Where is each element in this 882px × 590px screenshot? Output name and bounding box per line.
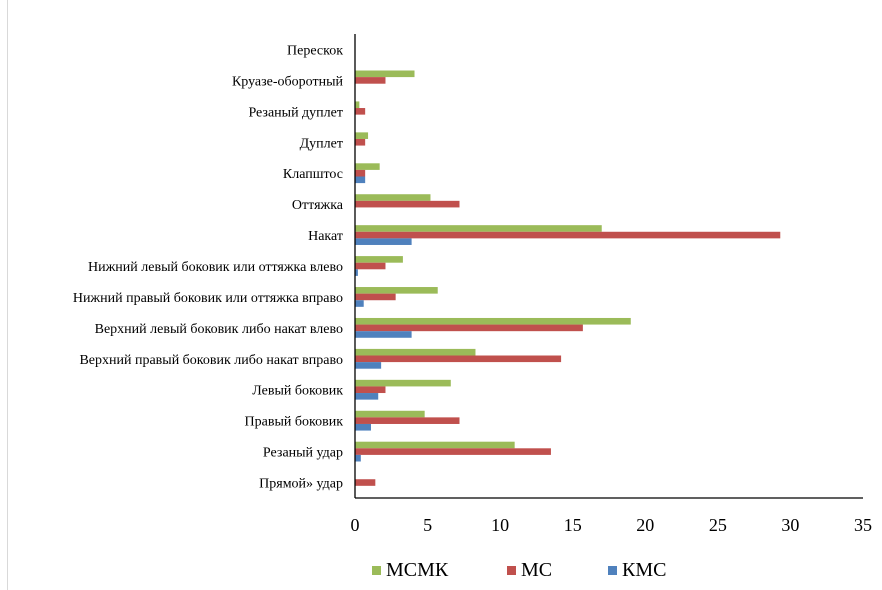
- bar-МС-7: [355, 262, 386, 270]
- x-tick-label: 10: [491, 515, 509, 535]
- category-label: Круазе-оборотный: [232, 74, 344, 89]
- bar-МС-11: [355, 138, 366, 146]
- bar-МС-0: [355, 479, 376, 486]
- category-label: Резаный удар: [263, 446, 343, 461]
- bar-МСМК-12: [355, 101, 360, 109]
- bar-МС-4: [355, 355, 562, 363]
- category-label: Правый боковик: [245, 415, 344, 430]
- category-label: Дуплет: [300, 136, 343, 151]
- bar-МСМК-6: [355, 287, 438, 294]
- legend-label: МСМК: [386, 559, 449, 581]
- bar-МС-12: [355, 108, 366, 115]
- category-label: Верхний правый боковик либо накат вправо: [79, 353, 343, 368]
- bar-МС-8: [355, 231, 781, 239]
- axis-layer: [354, 34, 863, 499]
- bar-МСМК-11: [355, 132, 369, 139]
- x-tick-labels: 0 5 10 15 20 25 30 35: [351, 515, 873, 535]
- bar-МС-13: [355, 77, 386, 84]
- bar-МС-6: [355, 293, 396, 301]
- legend-label: КМС: [622, 559, 666, 581]
- legend-swatch: [507, 566, 516, 575]
- bars-layer: [355, 70, 781, 486]
- category-label: Левый боковик: [252, 384, 343, 399]
- x-tick-label: 20: [636, 515, 654, 535]
- category-label: Верхний левый боковик либо накат влево: [95, 322, 343, 337]
- category-label: Нижний левый боковик или оттяжка влево: [88, 260, 343, 275]
- category-label: Перескок: [287, 43, 343, 58]
- bar-МС-5: [355, 324, 583, 332]
- bar-КМС-8: [355, 238, 412, 245]
- bar-МСМК-4: [355, 348, 476, 356]
- bar-МСМК-13: [355, 70, 415, 78]
- bar-МСМК-9: [355, 194, 431, 201]
- bar-КМС-1: [355, 454, 361, 462]
- legend: МСМК МС КМС: [372, 559, 666, 581]
- bar-МСМК-5: [355, 317, 631, 325]
- bar-МСМК-2: [355, 410, 425, 418]
- legend-label: МС: [521, 559, 552, 581]
- bar-МС-9: [355, 200, 460, 208]
- legend-swatch: [372, 566, 381, 575]
- left-border-line: [7, 0, 8, 590]
- x-tick-label: 30: [781, 515, 799, 535]
- bar-КМС-2: [355, 423, 371, 431]
- bar-КМС-3: [355, 393, 379, 400]
- category-label: Накат: [308, 229, 343, 244]
- x-tick-label: 0: [351, 515, 360, 535]
- bar-МС-10: [355, 169, 366, 177]
- category-label: Клапштос: [283, 167, 343, 182]
- x-tick-label: 5: [423, 515, 432, 535]
- category-label: Резаный дуплет: [248, 105, 343, 120]
- bar-МС-1: [355, 448, 551, 455]
- category-label: Прямой» удар: [259, 477, 343, 492]
- category-label: Оттяжка: [292, 198, 344, 213]
- bar-МСМК-1: [355, 441, 515, 449]
- bar-МС-3: [355, 386, 386, 394]
- bar-МСМК-10: [355, 163, 380, 170]
- x-tick-label: 35: [854, 515, 872, 535]
- x-tick-label: 25: [709, 515, 727, 535]
- bar-КМС-10: [355, 176, 366, 184]
- bar-МСМК-8: [355, 225, 602, 232]
- bar-КМС-5: [355, 331, 412, 338]
- bar-КМС-7: [355, 269, 358, 276]
- x-tick-label: 15: [564, 515, 582, 535]
- bar-МСМК-3: [355, 379, 451, 387]
- bar-МСМК-7: [355, 256, 403, 263]
- bar-КМС-4: [355, 362, 382, 369]
- category-label: Нижний правый боковик или оттяжка вправо: [73, 291, 343, 306]
- bar-КМС-6: [355, 300, 364, 307]
- category-labels: Прямой» удар Резаный удар Правый боковик Ле…: [73, 43, 344, 491]
- legend-swatch: [608, 566, 617, 575]
- bar-МС-2: [355, 417, 460, 424]
